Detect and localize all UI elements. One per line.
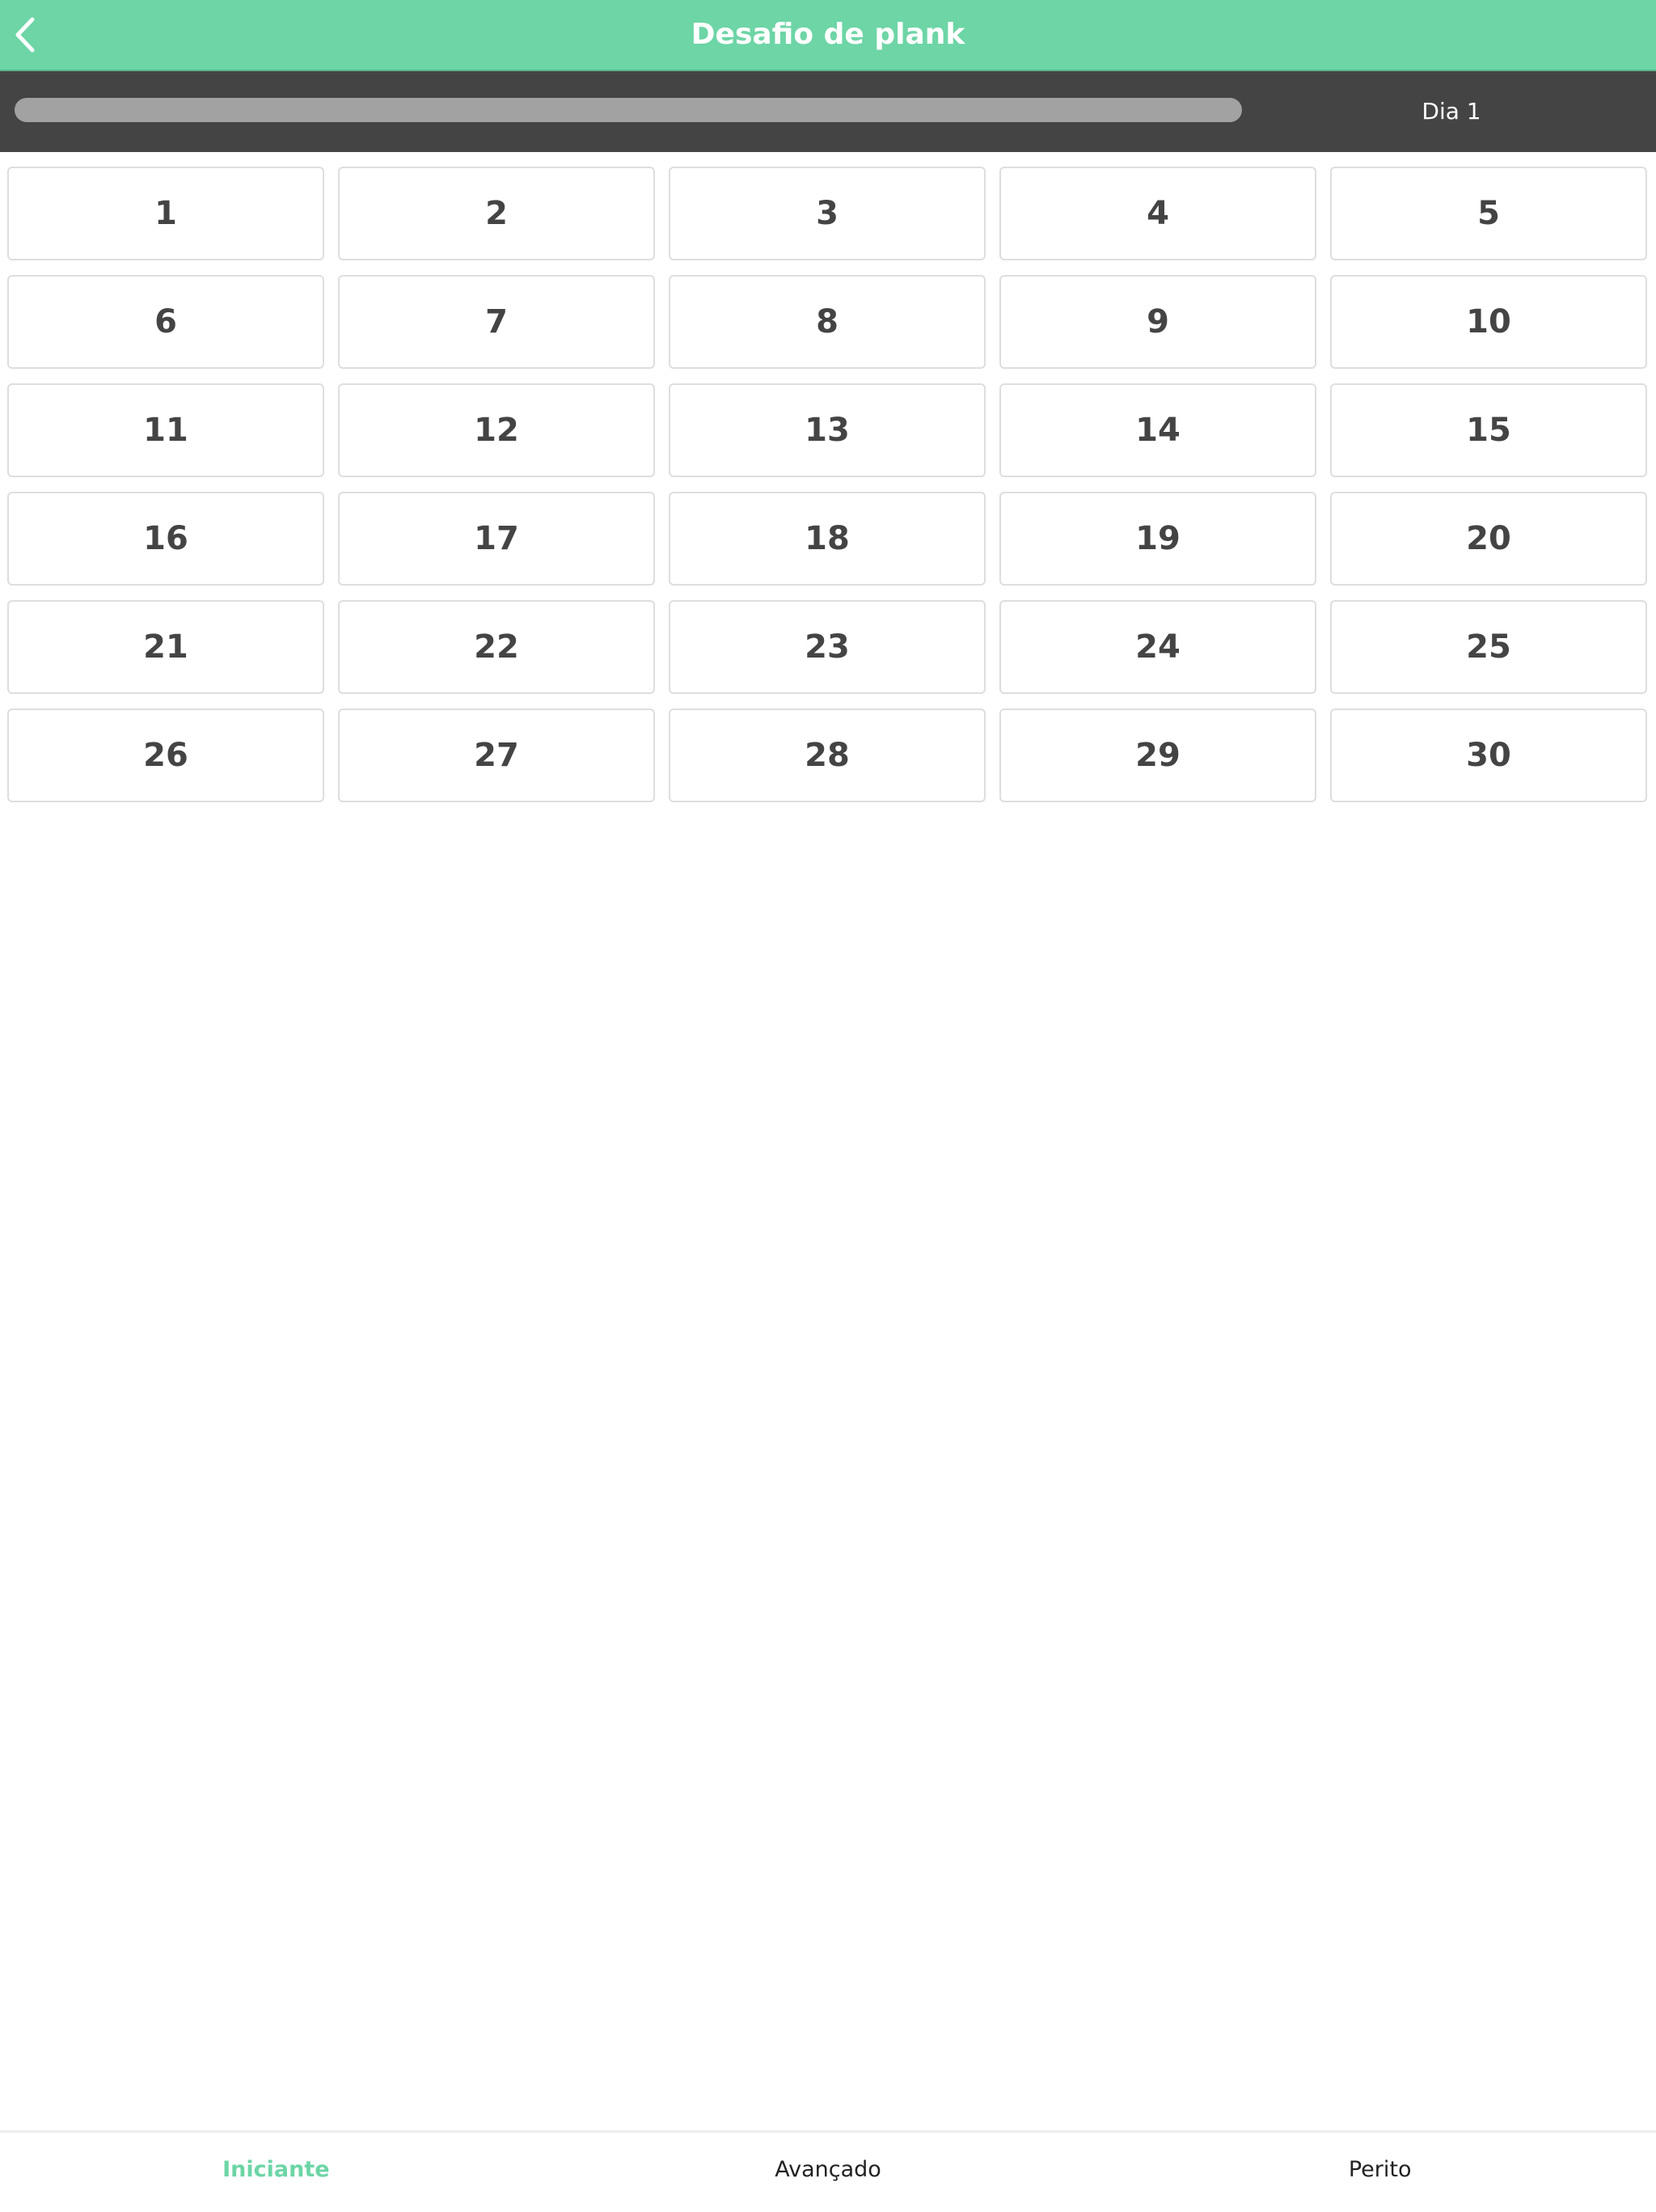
- day-button[interactable]: 18: [669, 492, 986, 586]
- day-button[interactable]: 1: [7, 167, 324, 260]
- tab-iniciante[interactable]: Iniciante: [222, 2157, 330, 2182]
- day-button[interactable]: 6: [7, 275, 324, 369]
- day-button[interactable]: 2: [338, 167, 655, 260]
- day-button[interactable]: 22: [338, 600, 655, 694]
- current-day-label: Dia 1: [1422, 98, 1481, 125]
- level-tab-bar: Iniciante Avançado Perito: [0, 2130, 1656, 2212]
- day-button[interactable]: 23: [669, 600, 986, 694]
- day-button[interactable]: 25: [1330, 600, 1647, 694]
- back-button[interactable]: [11, 16, 40, 53]
- day-button[interactable]: 27: [338, 708, 655, 802]
- header-bar: Desafio de plank: [0, 0, 1656, 71]
- day-button[interactable]: 16: [7, 492, 324, 586]
- day-button[interactable]: 7: [338, 275, 655, 369]
- day-button[interactable]: 17: [338, 492, 655, 586]
- day-button[interactable]: 9: [999, 275, 1316, 369]
- day-button[interactable]: 29: [999, 708, 1316, 802]
- tab-avançado[interactable]: Avançado: [775, 2157, 881, 2182]
- day-button[interactable]: 13: [669, 383, 986, 477]
- progress-area: Dia 1: [0, 71, 1656, 152]
- page-title: Desafio de plank: [691, 18, 965, 51]
- day-grid: 1 2 3 4 5 6 7 8 9 10 11 12 13 14 15 16 17 18 19 20 21 22 23 24 2…: [7, 167, 1650, 802]
- day-button[interactable]: 28: [669, 708, 986, 802]
- day-button[interactable]: 19: [999, 492, 1316, 586]
- tab-perito[interactable]: Perito: [1348, 2157, 1412, 2182]
- day-button[interactable]: 15: [1330, 383, 1647, 477]
- day-button[interactable]: 5: [1330, 167, 1647, 260]
- day-button[interactable]: 24: [999, 600, 1316, 694]
- day-button[interactable]: 20: [1330, 492, 1647, 586]
- day-button[interactable]: 26: [7, 708, 324, 802]
- progress-bar: [15, 98, 1242, 122]
- day-button[interactable]: 14: [999, 383, 1316, 477]
- day-button[interactable]: 21: [7, 600, 324, 694]
- day-button[interactable]: 3: [669, 167, 986, 260]
- chevron-left-icon: [15, 17, 35, 53]
- day-button[interactable]: 8: [669, 275, 986, 369]
- day-button[interactable]: 12: [338, 383, 655, 477]
- day-button[interactable]: 11: [7, 383, 324, 477]
- day-button[interactable]: 10: [1330, 275, 1647, 369]
- day-button[interactable]: 4: [999, 167, 1316, 260]
- day-button[interactable]: 30: [1330, 708, 1647, 802]
